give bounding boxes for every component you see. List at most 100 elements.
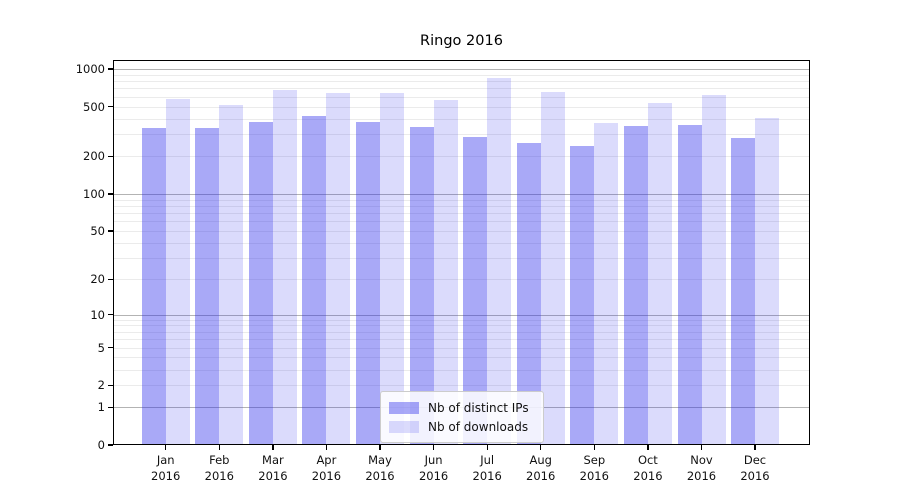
x-tick-label: Mar 2016 xyxy=(258,453,288,483)
x-tick-mark xyxy=(486,445,488,450)
x-tick-label: Aug 2016 xyxy=(526,453,556,483)
minor-gridline xyxy=(113,319,810,321)
y-tick-label: 100 xyxy=(83,186,105,201)
x-tick-mark xyxy=(325,445,328,450)
bar-downloads-dec xyxy=(755,117,779,445)
y-tick-label: 50 xyxy=(90,224,105,238)
minor-gridline xyxy=(113,258,810,260)
minor-gridline xyxy=(113,331,810,333)
minor-gridline xyxy=(113,205,810,207)
legend-item-distinct-ips: Nb of distinct IPs xyxy=(389,398,533,417)
minor-gridline xyxy=(113,231,810,232)
minor-gridline xyxy=(113,74,810,76)
bar-distinct-ips-jan xyxy=(141,127,166,445)
bar-downloads-feb xyxy=(219,104,244,445)
legend: Nb of distinct IPs Nb of downloads xyxy=(380,391,544,443)
bar-downloads-sep xyxy=(594,122,619,445)
minor-gridline xyxy=(113,339,810,341)
bar-downloads-apr xyxy=(326,93,351,445)
minor-gridline xyxy=(113,134,810,136)
bar-downloads-nov xyxy=(701,94,726,445)
y-tick-mark xyxy=(108,106,113,108)
bar-distinct-ips-sep xyxy=(570,145,595,445)
minor-gridline xyxy=(113,357,810,359)
bar-downloads-mar xyxy=(272,90,297,445)
y-tick-mark xyxy=(108,406,113,408)
bar-downloads-may xyxy=(380,93,404,445)
bar-downloads-jun xyxy=(433,100,458,445)
x-tick-mark xyxy=(218,445,220,450)
legend-item-downloads: Nb of downloads xyxy=(389,417,533,436)
y-tick-label: 200 xyxy=(83,149,105,164)
y-tick-mark xyxy=(108,384,113,386)
bar-distinct-ips-nov xyxy=(677,125,702,445)
bar-distinct-ips-mar xyxy=(248,122,273,445)
legend-label-distinct-ips: Nb of distinct IPs xyxy=(428,400,529,415)
y-tick-label: 20 xyxy=(90,272,105,287)
y-tick-mark xyxy=(108,313,113,316)
x-tick-mark xyxy=(754,445,756,450)
major-gridline xyxy=(113,314,810,316)
y-tick-mark xyxy=(108,230,113,232)
minor-gridline xyxy=(113,199,810,201)
minor-gridline xyxy=(113,88,810,90)
x-tick-label: Oct 2016 xyxy=(633,453,663,483)
x-tick-mark xyxy=(165,445,167,450)
x-tick-label: Feb 2016 xyxy=(204,453,234,483)
y-tick-label: 1 xyxy=(97,400,105,415)
x-tick-label: Jun 2016 xyxy=(418,453,449,483)
x-tick-label: May 2016 xyxy=(365,453,395,483)
legend-swatch-distinct-ips xyxy=(389,401,419,414)
major-gridline xyxy=(113,69,810,70)
minor-gridline xyxy=(113,385,810,387)
x-tick-mark xyxy=(272,445,274,450)
y-tick-mark xyxy=(108,444,113,446)
minor-gridline xyxy=(113,106,810,108)
y-tick-label: 0 xyxy=(97,438,105,452)
bar-distinct-ips-apr xyxy=(302,116,327,445)
minor-gridline xyxy=(113,156,810,158)
minor-gridline xyxy=(113,369,810,371)
y-tick-mark xyxy=(108,68,113,70)
x-tick-label: Jan 2016 xyxy=(151,453,181,483)
x-tick-label: Nov 2016 xyxy=(686,453,717,483)
y-tick-mark xyxy=(108,278,113,280)
y-tick-label: 1000 xyxy=(75,62,105,76)
major-gridline xyxy=(113,193,810,195)
x-tick-label: Jul 2016 xyxy=(472,453,502,483)
x-tick-label: Dec 2016 xyxy=(740,453,770,483)
x-tick-label: Sep 2016 xyxy=(579,453,609,483)
chart-title: Ringo 2016 xyxy=(420,33,503,49)
bar-distinct-ips-may xyxy=(356,121,380,445)
y-tick-label: 5 xyxy=(97,340,105,355)
legend-label-downloads: Nb of downloads xyxy=(428,419,529,434)
minor-gridline xyxy=(113,347,810,349)
minor-gridline xyxy=(113,279,810,281)
minor-gridline xyxy=(113,221,810,223)
y-tick-mark xyxy=(108,193,113,195)
y-tick-label: 2 xyxy=(97,378,105,393)
x-tick-mark xyxy=(700,445,703,450)
x-tick-mark xyxy=(647,445,649,450)
x-tick-mark xyxy=(593,445,595,450)
legend-swatch-downloads xyxy=(389,420,419,433)
minor-gridline xyxy=(113,96,810,98)
x-tick-mark xyxy=(432,445,435,450)
bar-downloads-jan xyxy=(165,99,190,445)
minor-gridline xyxy=(113,325,810,327)
minor-gridline xyxy=(113,242,810,244)
bar-downloads-aug xyxy=(540,92,565,445)
bar-distinct-ips-oct xyxy=(623,126,648,445)
y-tick-mark xyxy=(108,155,113,158)
minor-gridline xyxy=(113,213,810,214)
x-tick-mark xyxy=(540,445,542,450)
bar-distinct-ips-feb xyxy=(195,128,220,445)
x-tick-label: Apr 2016 xyxy=(311,453,342,483)
x-tick-mark xyxy=(379,445,381,450)
bar-downloads-oct xyxy=(647,102,672,445)
y-tick-label: 10 xyxy=(90,307,105,322)
minor-gridline xyxy=(113,81,810,83)
bar-downloads-jul xyxy=(487,77,512,445)
minor-gridline xyxy=(113,118,810,120)
